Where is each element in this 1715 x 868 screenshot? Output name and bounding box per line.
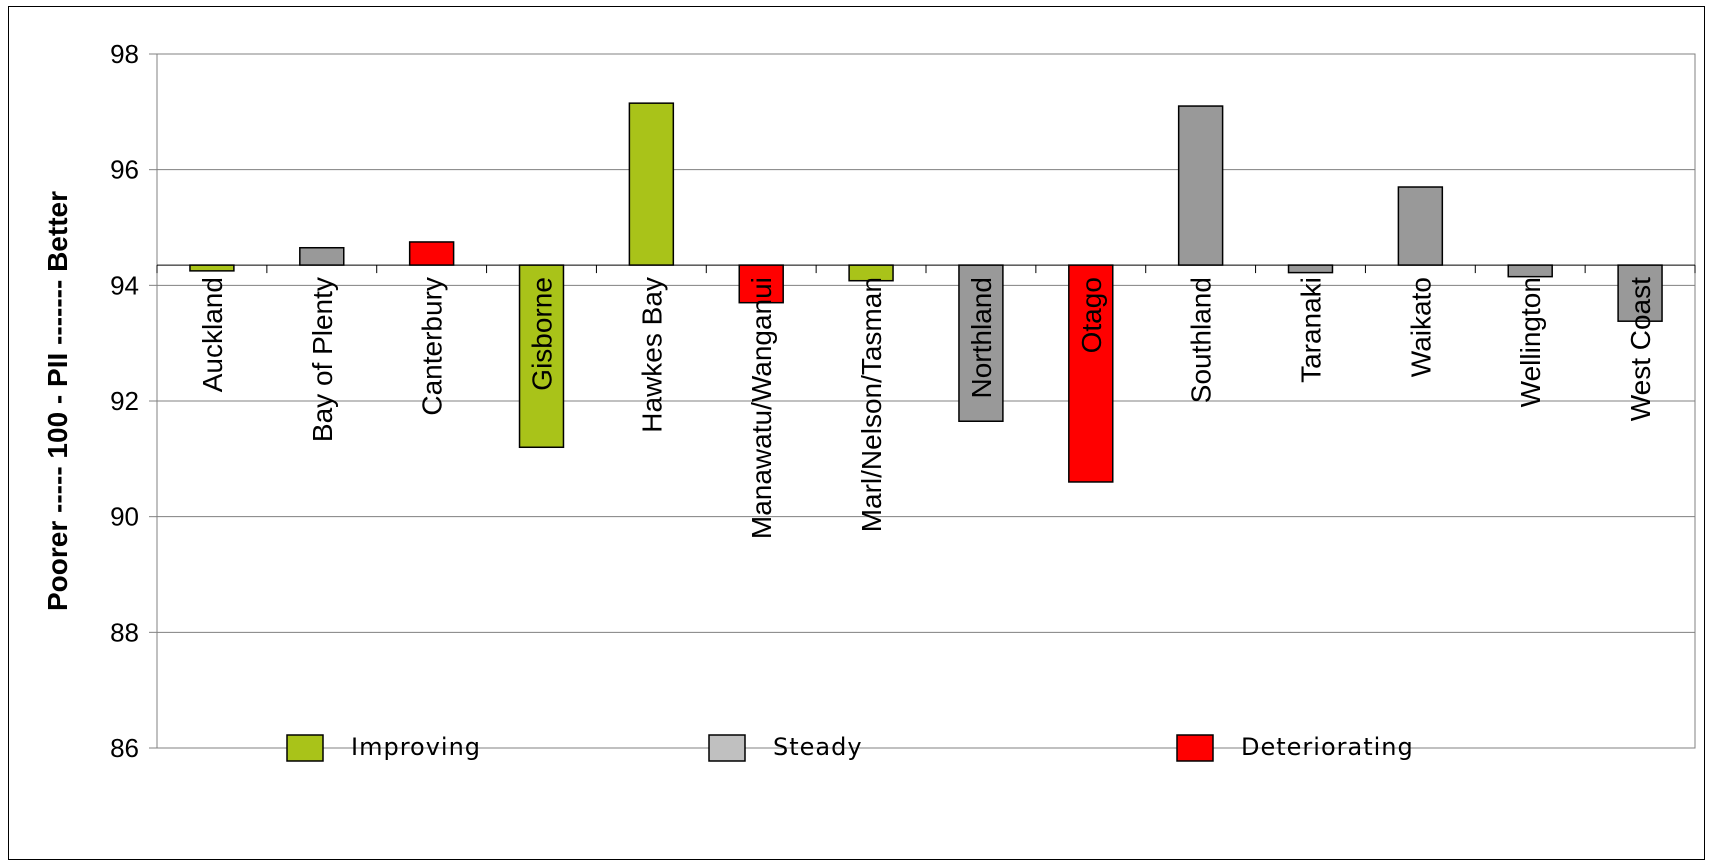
category-label: Bay of Plenty <box>307 277 338 442</box>
baseline-axis <box>156 264 1696 274</box>
category-label: Southland <box>1186 277 1217 403</box>
category-label: Gisborne <box>527 277 558 391</box>
y-tick-label: 98 <box>110 39 139 69</box>
category-label: Northland <box>966 277 997 398</box>
bar-hawkes-bay <box>628 102 675 266</box>
category-labels: Auckland Bay of Plenty Canterbury Gisborne H… <box>197 277 1656 539</box>
bar-taranaki <box>1287 264 1334 274</box>
bar-canterbury <box>408 241 455 266</box>
bar-wellington <box>1507 264 1553 278</box>
bars <box>189 102 1663 483</box>
category-label: West Coast <box>1625 277 1656 421</box>
bar-southland <box>1177 105 1224 266</box>
y-tick-label: 94 <box>110 270 139 300</box>
y-tick-label: 86 <box>110 733 139 763</box>
legend-label-deteriorating: Deteriorating <box>1241 733 1414 761</box>
category-label: Hawkes Bay <box>636 277 667 433</box>
category-label: Manawatu/Wanganui <box>746 277 777 539</box>
bar-auckland <box>189 264 235 272</box>
y-tick-label: 96 <box>110 155 139 185</box>
category-label: Otago <box>1076 277 1107 353</box>
category-label: Canterbury <box>417 277 448 416</box>
bar-chart: 86 88 90 92 94 96 98 Auckland Bay of Plenty Cant… <box>42 39 1696 763</box>
y-tick-label: 88 <box>110 617 139 647</box>
y-tick-label: 90 <box>110 502 139 532</box>
bar-waikato <box>1397 186 1444 266</box>
bar-otago <box>1068 264 1114 483</box>
legend-label-improving: Improving <box>351 733 481 761</box>
category-label: Taranaki <box>1296 277 1327 383</box>
chart-frame: 86 88 90 92 94 96 98 Auckland Bay of Plenty Cant… <box>8 6 1705 860</box>
legend-swatch-improving <box>286 734 324 762</box>
legend-swatch-deteriorating <box>1176 734 1214 762</box>
category-label: Marl/Nelson/Tasman <box>856 277 887 532</box>
bar-bay-of-plenty <box>299 246 345 266</box>
y-axis-ticks: 86 88 90 92 94 96 98 <box>110 39 157 763</box>
bar-northland <box>958 264 1004 422</box>
bar-manawatu-wanganui <box>738 264 784 304</box>
legend-swatch-steady <box>708 734 746 762</box>
category-label: Auckland <box>197 277 228 392</box>
legend: Improving Steady Deteriorating <box>286 733 1414 762</box>
legend-label-steady: Steady <box>773 733 863 761</box>
y-axis-title: Poorer ----- 100 - PII ------- Better <box>42 191 73 611</box>
bar-gisborne <box>518 264 565 449</box>
bar-west-coast <box>1617 264 1663 322</box>
category-label: Wellington <box>1515 277 1546 407</box>
category-label: Waikato <box>1405 277 1436 377</box>
gridlines <box>157 53 1695 749</box>
y-tick-label: 92 <box>110 386 139 416</box>
